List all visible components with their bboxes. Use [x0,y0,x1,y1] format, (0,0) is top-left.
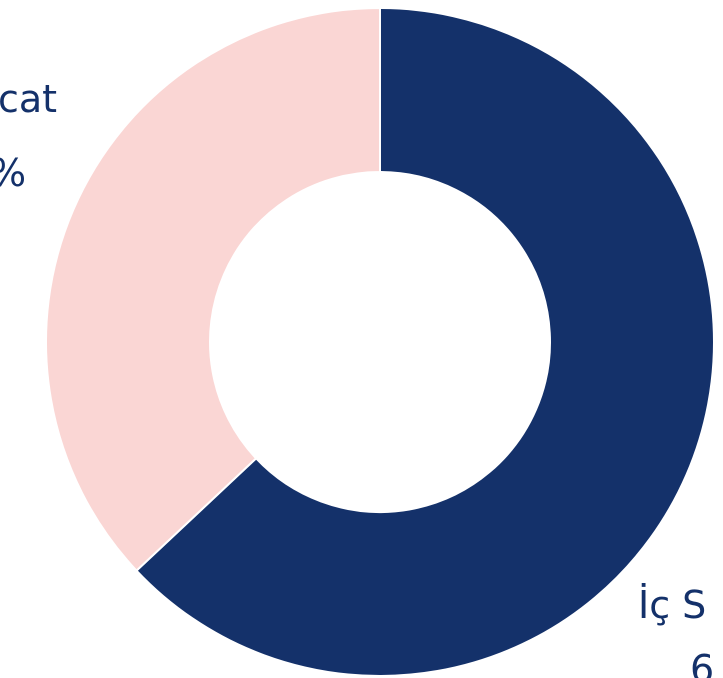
slice-annotation: % [0,151,26,195]
slice-label: İç S [638,583,706,627]
donut-slice [135,6,715,677]
slice-label: cat [0,77,57,121]
donut-slice [45,6,381,573]
slice-annotation: 6 [690,647,714,678]
